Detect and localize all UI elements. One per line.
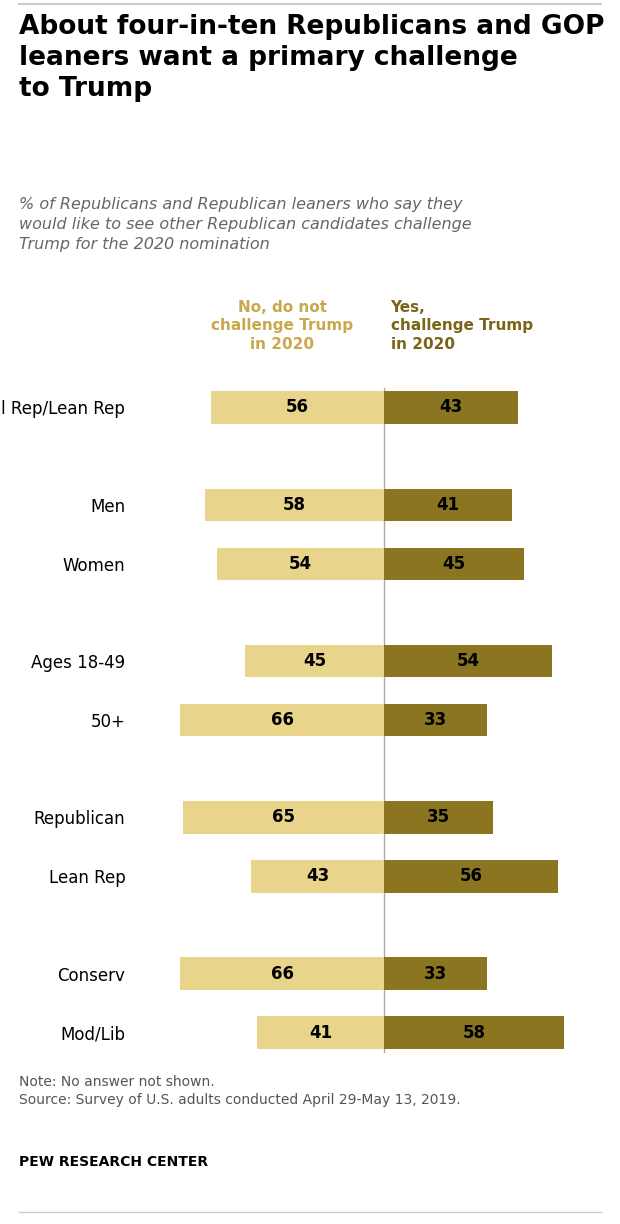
Bar — [180, 704, 384, 736]
Text: 45: 45 — [443, 554, 466, 573]
Text: Note: No answer not shown.
Source: Survey of U.S. adults conducted April 29-May : Note: No answer not shown. Source: Surve… — [19, 1075, 460, 1108]
Text: 33: 33 — [424, 965, 447, 983]
Text: 45: 45 — [303, 652, 326, 670]
Text: 58: 58 — [283, 496, 306, 514]
Text: 41: 41 — [309, 1023, 332, 1042]
Text: About four-in-ten Republicans and GOP
leaners want a primary challenge
to Trump: About four-in-ten Republicans and GOP le… — [19, 15, 604, 102]
Bar — [384, 860, 558, 892]
Bar — [257, 1016, 384, 1049]
Bar — [180, 957, 384, 990]
Text: 43: 43 — [440, 399, 463, 416]
Bar — [384, 1016, 564, 1049]
Bar — [211, 392, 384, 424]
Bar — [217, 547, 384, 580]
Text: No, do not
challenge Trump
in 2020: No, do not challenge Trump in 2020 — [211, 300, 353, 353]
Bar — [205, 488, 384, 521]
Bar — [384, 547, 524, 580]
Bar — [384, 704, 487, 736]
Text: % of Republicans and Republican leaners who say they
would like to see other Rep: % of Republicans and Republican leaners … — [19, 197, 471, 252]
Text: 54: 54 — [456, 652, 480, 670]
Text: 56: 56 — [459, 868, 483, 885]
Text: 56: 56 — [286, 399, 309, 416]
Bar — [384, 800, 493, 834]
Text: 66: 66 — [270, 965, 294, 983]
Text: 33: 33 — [424, 711, 447, 730]
Bar — [384, 957, 487, 990]
Bar — [251, 860, 384, 892]
Bar — [384, 488, 511, 521]
Text: 43: 43 — [306, 868, 329, 885]
Bar — [384, 645, 552, 677]
Text: 58: 58 — [463, 1023, 486, 1042]
Text: 54: 54 — [289, 554, 312, 573]
Text: 35: 35 — [427, 808, 450, 826]
Bar — [245, 645, 384, 677]
Text: 41: 41 — [436, 496, 459, 514]
Text: 66: 66 — [270, 711, 294, 730]
Bar — [183, 800, 384, 834]
Bar — [384, 392, 518, 424]
Text: 65: 65 — [272, 808, 295, 826]
Text: Yes,
challenge Trump
in 2020: Yes, challenge Trump in 2020 — [391, 300, 533, 353]
Text: PEW RESEARCH CENTER: PEW RESEARCH CENTER — [19, 1155, 208, 1169]
